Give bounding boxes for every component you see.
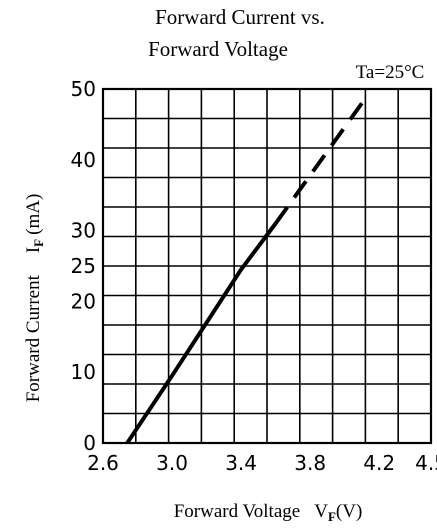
y-tick-label: 0 xyxy=(83,431,96,455)
y-tick-label: 20 xyxy=(71,289,96,313)
plot-frame xyxy=(101,87,433,445)
x-tick-label: 4.5 xyxy=(415,451,437,475)
y-tick-label: 10 xyxy=(71,360,96,384)
temperature-annotation: Ta=25°C xyxy=(356,62,425,83)
chart-title-line2: Forward Voltage xyxy=(148,37,288,61)
data-lines xyxy=(125,102,364,445)
grid-lines xyxy=(103,89,431,443)
chart-title-line1: Forward Current vs. xyxy=(155,5,325,29)
y-axis-label-unit: (mA) xyxy=(23,194,44,235)
x-tick-label: 2.6 xyxy=(87,451,119,475)
x-axis-label: Forward Voltage VF(V) xyxy=(174,501,363,524)
x-axis-label-main: Forward Voltage xyxy=(174,501,300,522)
y-axis-label-main: Forward Current xyxy=(23,274,44,402)
y-axis-label-symbol: I xyxy=(23,247,44,253)
x-tick-label: 3.4 xyxy=(225,451,257,475)
x-axis-label-subscript: F xyxy=(328,509,336,524)
y-axis-label-subscript: F xyxy=(31,239,46,247)
x-axis-label-unit: (V) xyxy=(336,501,362,522)
x-axis-label-symbol: V xyxy=(314,501,328,522)
x-tick-label: 3.0 xyxy=(156,451,188,475)
y-tick-labels: 0 10 20 25 30 40 50 xyxy=(71,77,96,455)
series-line-dashed xyxy=(273,102,364,225)
x-tick-label: 3.8 xyxy=(294,451,326,475)
y-tick-label: 30 xyxy=(71,219,96,243)
y-axis-label: Forward Current IF (mA) xyxy=(23,194,46,403)
y-tick-label: 25 xyxy=(71,254,96,278)
y-tick-label: 50 xyxy=(71,77,96,101)
x-tick-label: 4.2 xyxy=(363,451,395,475)
x-tick-labels: 2.6 3.0 3.4 3.8 4.2 4.5 xyxy=(87,451,437,475)
series-line-solid xyxy=(125,222,278,445)
y-tick-label: 40 xyxy=(71,148,96,172)
